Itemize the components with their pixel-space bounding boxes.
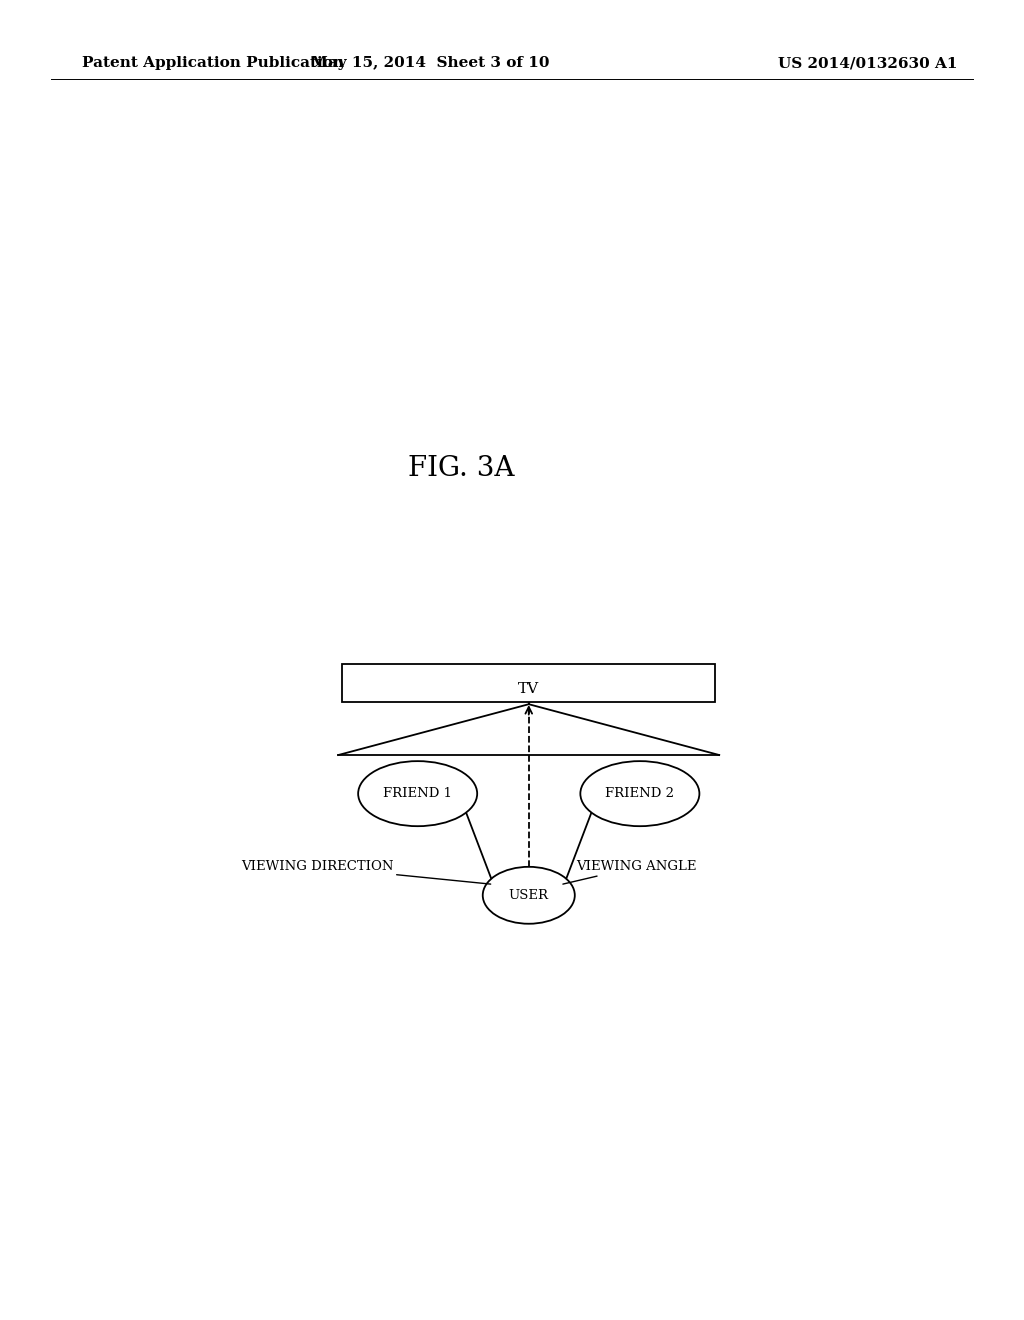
- Text: May 15, 2014  Sheet 3 of 10: May 15, 2014 Sheet 3 of 10: [311, 57, 549, 70]
- Text: VIEWING ANGLE: VIEWING ANGLE: [563, 861, 697, 884]
- Ellipse shape: [482, 867, 574, 924]
- Text: FRIEND 1: FRIEND 1: [383, 787, 453, 800]
- Ellipse shape: [358, 762, 477, 826]
- Text: TV: TV: [518, 682, 540, 696]
- Text: FIG. 3A: FIG. 3A: [408, 455, 515, 482]
- Text: Patent Application Publication: Patent Application Publication: [82, 57, 344, 70]
- Text: VIEWING DIRECTION: VIEWING DIRECTION: [242, 861, 490, 884]
- Text: US 2014/0132630 A1: US 2014/0132630 A1: [778, 57, 957, 70]
- Bar: [342, 664, 715, 702]
- Text: USER: USER: [509, 888, 549, 902]
- Ellipse shape: [581, 762, 699, 826]
- Text: FRIEND 2: FRIEND 2: [605, 787, 675, 800]
